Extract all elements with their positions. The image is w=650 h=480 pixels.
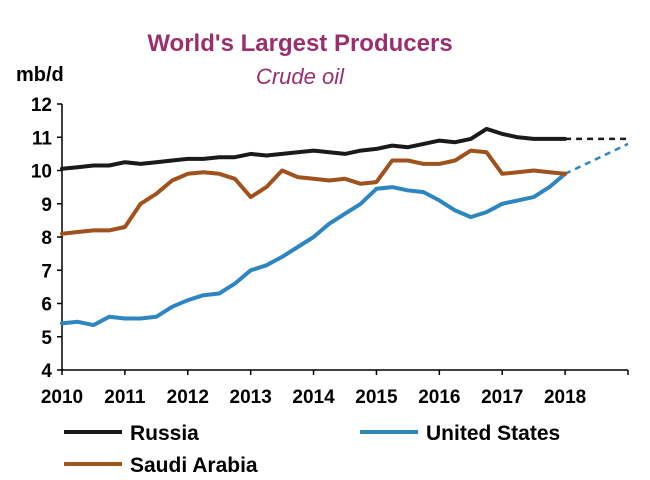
x-tick-label: 2016 bbox=[418, 387, 460, 408]
y-tick-label: 10 bbox=[31, 162, 52, 183]
y-tick-label: 7 bbox=[41, 261, 52, 282]
x-tick-label: 2017 bbox=[481, 387, 523, 408]
y-tick-label: 8 bbox=[41, 228, 52, 249]
y-tick-label: 4 bbox=[41, 361, 52, 382]
x-tick-label: 2012 bbox=[167, 387, 209, 408]
x-tick-label: 2013 bbox=[230, 387, 272, 408]
forecast-line-united-states bbox=[564, 142, 629, 175]
y-tick-label: 6 bbox=[41, 295, 52, 316]
chart-title: World's Largest Producers bbox=[147, 30, 453, 57]
x-tick-label: 2018 bbox=[544, 387, 586, 408]
x-tick-label: 2010 bbox=[41, 387, 83, 408]
y-tick-label: 9 bbox=[41, 195, 52, 216]
x-tick-label: 2015 bbox=[355, 387, 398, 408]
y-tick-label: 11 bbox=[32, 128, 53, 149]
axes: 4 5 6 7 8 9 10 11 12 2010 2011 2012 2013 2014 2015 2016… bbox=[31, 95, 629, 408]
legend: Russia United States Saudi Arabia bbox=[64, 422, 560, 477]
chart-subtitle: Crude oil bbox=[255, 64, 345, 89]
series-line-russia bbox=[60, 126, 568, 171]
legend-label-saudi-arabia: Saudi Arabia bbox=[130, 454, 258, 477]
y-tick-label: 12 bbox=[31, 95, 52, 116]
series-line-united-states bbox=[60, 171, 568, 328]
legend-label-united-states: United States bbox=[426, 422, 560, 445]
legend-label-russia: Russia bbox=[130, 422, 199, 445]
y-axis-unit-label: mb/d bbox=[16, 64, 64, 86]
x-tick-label: 2011 bbox=[104, 387, 146, 408]
series-line-saudi-arabia bbox=[60, 148, 568, 236]
series-lines bbox=[60, 126, 629, 328]
y-tick-label: 5 bbox=[41, 328, 52, 349]
x-tick-label: 2014 bbox=[292, 387, 335, 408]
